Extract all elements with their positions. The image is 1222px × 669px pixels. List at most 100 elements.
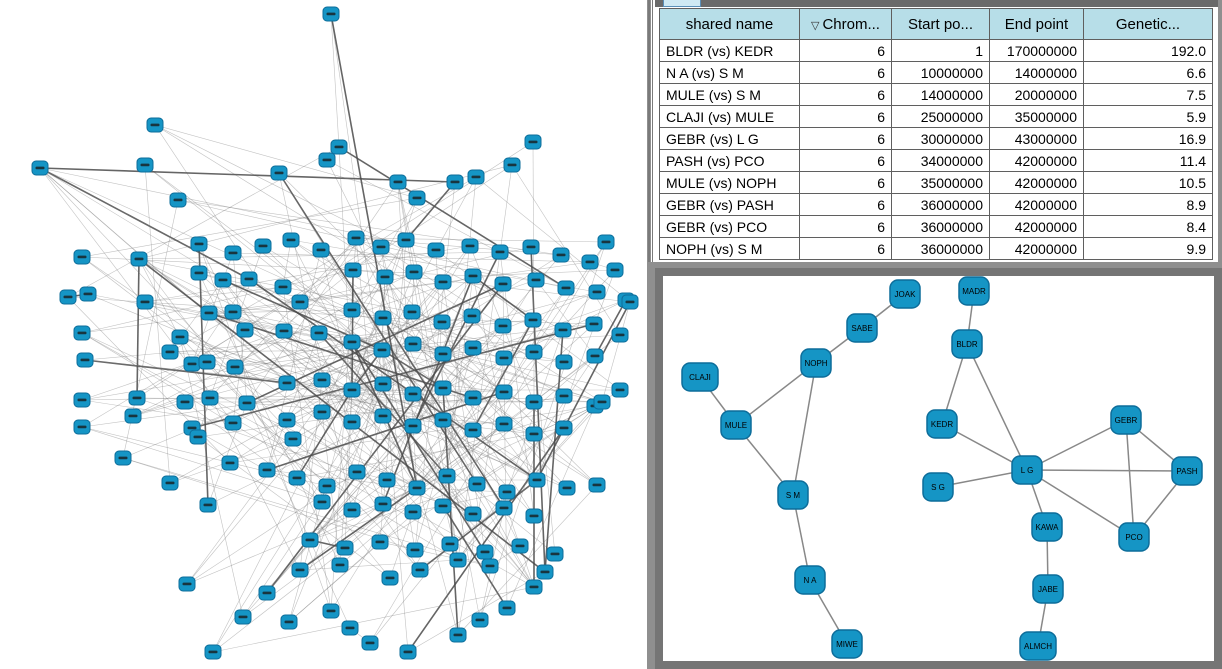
cell-shared-name[interactable]: BLDR (vs) KEDR <box>659 39 800 62</box>
subnetwork-node-label: S G <box>931 483 945 492</box>
subnetwork-node-label: MULE <box>725 421 747 430</box>
cell-value[interactable]: 1 <box>891 39 990 62</box>
cell-value[interactable]: 6.6 <box>1083 61 1213 84</box>
column-header-genetic-[interactable]: Genetic... <box>1083 8 1213 40</box>
table-row[interactable]: NOPH (vs) S M 6 36000000 42000000 9.9 <box>659 237 1213 260</box>
cell-value[interactable]: 9.9 <box>1083 237 1213 260</box>
cell-value[interactable]: 6 <box>799 39 892 62</box>
cell-value[interactable]: 36000000 <box>891 215 990 238</box>
subnetwork-node-l-g[interactable] <box>1011 455 1043 485</box>
subnetwork-node-sabe[interactable] <box>846 313 878 343</box>
subnetwork-node-gebr[interactable] <box>1110 405 1142 435</box>
subnetwork-node-pco[interactable] <box>1118 522 1150 552</box>
cell-value[interactable]: 8.4 <box>1083 215 1213 238</box>
cell-value[interactable]: 42000000 <box>989 171 1084 194</box>
table-row[interactable]: MULE (vs) NOPH 6 35000000 42000000 10.5 <box>659 171 1213 194</box>
cell-shared-name[interactable]: GEBR (vs) L G <box>659 127 800 150</box>
subnetwork-panel[interactable]: JOAK MADR SABE BLDR NOPH CLAJI MULE KEDR GEBR L G… <box>655 268 1222 669</box>
table-row[interactable]: GEBR (vs) PCO 6 36000000 42000000 8.4 <box>659 215 1213 238</box>
cell-value[interactable]: 35000000 <box>989 105 1084 128</box>
cell-value[interactable]: 6 <box>799 171 892 194</box>
subnetwork-node-n-a[interactable] <box>794 565 826 595</box>
cell-value[interactable]: 30000000 <box>891 127 990 150</box>
subnetwork-node-miwe[interactable] <box>831 629 863 659</box>
subnetwork-node-kedr[interactable] <box>926 409 958 439</box>
cell-value[interactable]: 6 <box>799 83 892 106</box>
table-row[interactable]: BLDR (vs) KEDR 6 1 170000000 192.0 <box>659 39 1213 62</box>
cell-value[interactable]: 42000000 <box>989 193 1084 216</box>
cell-value[interactable]: 25000000 <box>891 105 990 128</box>
cell-value[interactable]: 20000000 <box>989 83 1084 106</box>
cell-shared-name[interactable]: GEBR (vs) PCO <box>659 215 800 238</box>
subnetwork-node-madr[interactable] <box>958 276 990 306</box>
node-label-mark <box>292 476 302 480</box>
node-label-mark <box>182 582 192 586</box>
table-row[interactable]: N A (vs) S M 6 10000000 14000000 6.6 <box>659 61 1213 84</box>
table-row[interactable]: PASH (vs) PCO 6 34000000 42000000 11.4 <box>659 149 1213 172</box>
network-edge <box>81 256 418 489</box>
subnetwork-node-claji[interactable] <box>681 362 719 392</box>
column-header-chrom-[interactable]: ▽ Chrom... <box>799 8 892 40</box>
cell-shared-name[interactable]: NOPH (vs) S M <box>659 237 800 260</box>
cell-value[interactable]: 6 <box>799 237 892 260</box>
subnetwork-canvas[interactable]: JOAK MADR SABE BLDR NOPH CLAJI MULE KEDR GEBR L G… <box>663 276 1214 661</box>
cell-value[interactable]: 6 <box>799 105 892 128</box>
cell-shared-name[interactable]: MULE (vs) S M <box>659 83 800 106</box>
subnetwork-node-s-g[interactable] <box>922 472 954 502</box>
cell-value[interactable]: 10.5 <box>1083 171 1213 194</box>
cell-value[interactable]: 36000000 <box>891 193 990 216</box>
subnetwork-node-pash[interactable] <box>1171 456 1203 486</box>
main-network-canvas[interactable] <box>0 0 647 669</box>
cell-value[interactable]: 14000000 <box>989 61 1084 84</box>
cell-value[interactable]: 8.9 <box>1083 193 1213 216</box>
cell-value[interactable]: 16.9 <box>1083 127 1213 150</box>
table-row[interactable]: GEBR (vs) PASH 6 36000000 42000000 8.9 <box>659 193 1213 216</box>
cell-value[interactable]: 6 <box>799 215 892 238</box>
cell-value[interactable]: 170000000 <box>989 39 1084 62</box>
cell-shared-name[interactable]: PASH (vs) PCO <box>659 149 800 172</box>
cell-value[interactable]: 36000000 <box>891 237 990 260</box>
network-edge <box>416 487 508 493</box>
main-network-panel[interactable] <box>0 0 647 669</box>
cell-value[interactable]: 43000000 <box>989 127 1084 150</box>
subnetwork-node-jabe[interactable] <box>1032 574 1064 604</box>
table-row[interactable]: CLAJI (vs) MULE 6 25000000 35000000 5.9 <box>659 105 1213 128</box>
cell-value[interactable]: 5.9 <box>1083 105 1213 128</box>
column-header-end-point[interactable]: End point <box>989 8 1084 40</box>
table-row[interactable]: MULE (vs) S M 6 14000000 20000000 7.5 <box>659 83 1213 106</box>
subnetwork-node-kawa[interactable] <box>1031 512 1063 542</box>
cell-value[interactable]: 42000000 <box>989 237 1084 260</box>
subnetwork-node-s-m[interactable] <box>777 480 809 510</box>
cell-shared-name[interactable]: GEBR (vs) PASH <box>659 193 800 216</box>
cell-value[interactable]: 6 <box>799 149 892 172</box>
column-header-start-po-[interactable]: Start po... <box>891 8 990 40</box>
cell-value[interactable]: 10000000 <box>891 61 990 84</box>
cell-value[interactable]: 7.5 <box>1083 83 1213 106</box>
cell-shared-name[interactable]: MULE (vs) NOPH <box>659 171 800 194</box>
cell-value[interactable]: 42000000 <box>989 149 1084 172</box>
cell-value[interactable]: 34000000 <box>891 149 990 172</box>
subnetwork-node-noph[interactable] <box>800 348 832 378</box>
cell-value[interactable]: 6 <box>799 193 892 216</box>
cell-shared-name[interactable]: CLAJI (vs) MULE <box>659 105 800 128</box>
node-label-mark <box>407 310 417 314</box>
cell-value[interactable]: 11.4 <box>1083 149 1213 172</box>
node-label-mark <box>531 278 541 282</box>
node-label-mark <box>540 570 550 574</box>
table-row[interactable]: GEBR (vs) L G 6 30000000 43000000 16.9 <box>659 127 1213 150</box>
subnetwork-node-bldr[interactable] <box>951 329 983 359</box>
cell-value[interactable]: 42000000 <box>989 215 1084 238</box>
cell-value[interactable]: 6 <box>799 61 892 84</box>
cell-shared-name[interactable]: N A (vs) S M <box>659 61 800 84</box>
cell-value[interactable]: 192.0 <box>1083 39 1213 62</box>
subnetwork-node-joak[interactable] <box>889 279 921 309</box>
cell-value[interactable]: 6 <box>799 127 892 150</box>
cell-value[interactable]: 35000000 <box>891 171 990 194</box>
subnetwork-node-almch[interactable] <box>1019 631 1057 661</box>
cell-value[interactable]: 14000000 <box>891 83 990 106</box>
network-edge <box>81 332 459 561</box>
table-tab-fragment[interactable] <box>663 0 701 7</box>
node-label-mark <box>347 388 357 392</box>
column-header-shared-name[interactable]: shared name <box>659 8 800 40</box>
subnetwork-node-mule[interactable] <box>720 410 752 440</box>
